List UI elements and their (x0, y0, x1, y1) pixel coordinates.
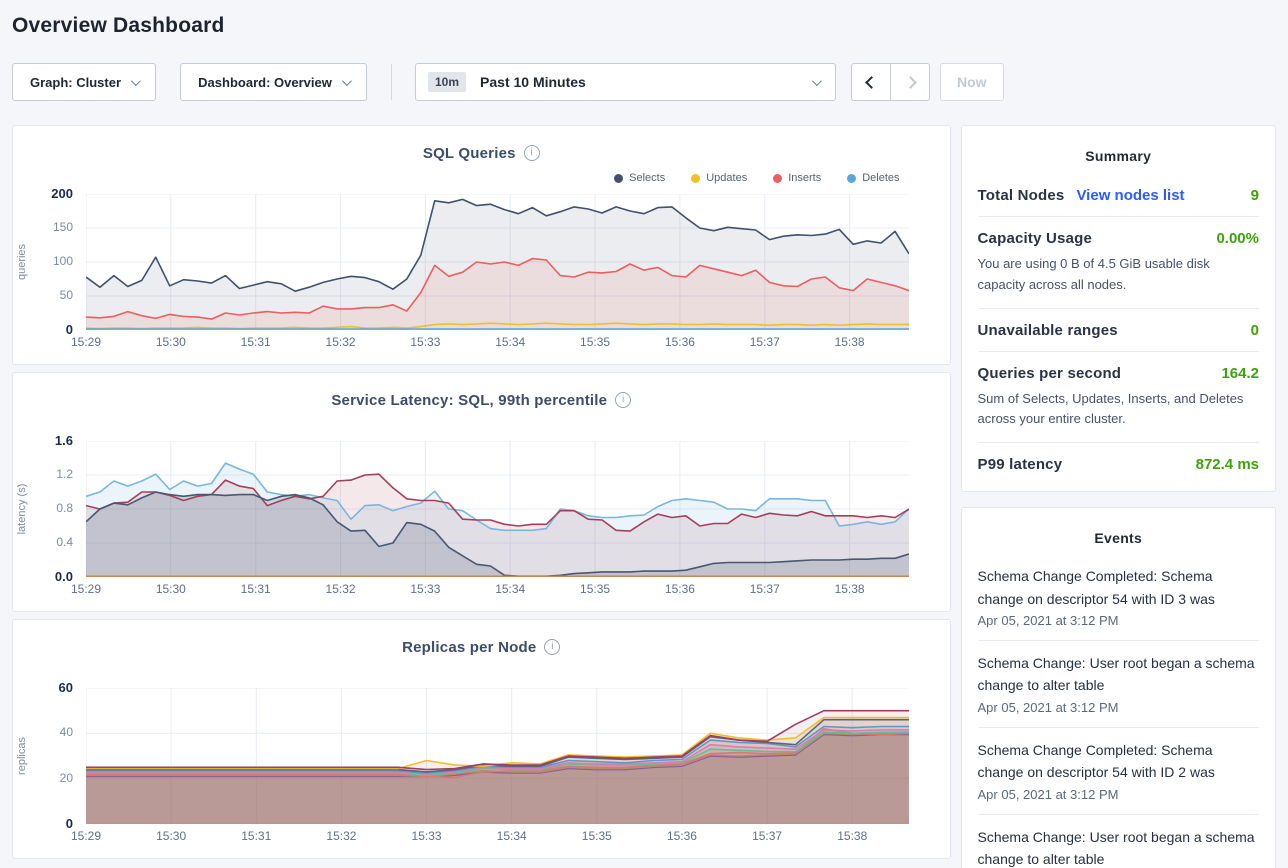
chevron-down-icon (811, 75, 822, 86)
time-back-button[interactable] (851, 63, 891, 101)
graph-dropdown[interactable]: Graph: Cluster (12, 63, 156, 101)
summary-row-total-nodes: Total Nodes View nodes list 9 (978, 174, 1259, 216)
time-range-picker[interactable]: 10m Past 10 Minutes (415, 63, 836, 101)
y-axis-unit: queries (16, 243, 28, 281)
legend-dot (614, 173, 624, 183)
info-icon[interactable]: i (544, 639, 561, 655)
replicas-per-node-plot[interactable]: replicas 0 20 40 60 15:29 15:30 15:31 15:32 15:… (16, 680, 909, 843)
event-text: Schema Change Completed: Schema change o… (977, 568, 1215, 607)
summary-row-p99-latency: P99 latency 872.4 ms (978, 443, 1259, 485)
chart-title: Replicas per Node (402, 638, 537, 656)
capacity-label: Capacity Usage (977, 230, 1093, 247)
divider (977, 216, 1259, 217)
y-axis-labels: 0 20 40 60 (58, 680, 73, 831)
legend-item-deletes: Deletes (847, 170, 900, 186)
event-text: Schema Change: User root began a schema … (977, 828, 1255, 867)
legend-label: Updates (706, 172, 748, 184)
capacity-value: 0.00% (1216, 230, 1259, 247)
legend-label: Selects (629, 172, 666, 184)
summary-row-capacity: Capacity Usage 0.00% You are using 0 B o… (978, 217, 1259, 308)
legend-item-inserts: Inserts (773, 170, 821, 186)
charts-column: SQL Queries i Selects Updates Inserts De… (12, 125, 951, 859)
legend-item-selects: Selects (614, 170, 665, 186)
event-item: Schema Change Completed: Schema change o… (962, 728, 1275, 814)
graph-dropdown-label: Graph: Cluster (29, 74, 121, 90)
replicas-per-node-chart (86, 688, 909, 824)
info-icon[interactable]: i (615, 392, 632, 408)
time-range-label: Past 10 Minutes (480, 74, 586, 90)
divider (977, 726, 1259, 728)
divider (977, 350, 1259, 352)
legend-label: Inserts (788, 172, 822, 184)
view-nodes-list-link[interactable]: View nodes list (1076, 187, 1185, 204)
sql-queries-plot[interactable]: queries 0 50 100 150 200 15:29 15:30 15:31 15:3… (16, 186, 909, 349)
time-forward-button[interactable] (890, 63, 930, 101)
chevron-right-icon (903, 75, 917, 89)
event-timestamp: Apr 05, 2021 at 3:12 PM (977, 786, 1119, 802)
divider (977, 442, 1259, 444)
chart-title-row: Service Latency: SQL, 99th percentile i (13, 388, 950, 412)
divider (977, 307, 1259, 309)
summary-row-qps: Queries per second 164.2 Sum of Selects,… (978, 352, 1259, 443)
events-panel: Events Schema Change Completed: Schema c… (960, 507, 1276, 868)
chart-card-replicas-per-node: Replicas per Node i replicas 0 20 40 60 15:… (12, 619, 951, 859)
service-latency-chart (86, 441, 909, 577)
capacity-description: You are using 0 B of 4.5 GiB usable disk… (977, 256, 1210, 292)
summary-title: Summary (1085, 148, 1152, 164)
qps-label: Queries per second (977, 364, 1122, 382)
chart-title: Service Latency: SQL, 99th percentile (331, 391, 608, 409)
main-content: SQL Queries i Selects Updates Inserts De… (12, 125, 1276, 868)
event-item: Schema Change Completed: Schema change o… (962, 554, 1275, 640)
p99-latency-value: 872.4 ms (1195, 456, 1259, 474)
chevron-down-icon (130, 75, 141, 86)
time-range-badge: 10m (428, 72, 467, 92)
event-text: Schema Change: User root began a schema … (977, 654, 1255, 694)
y-axis-labels: 0 50 100 150 200 (51, 186, 73, 337)
chevron-down-icon (341, 75, 352, 86)
page-title: Overview Dashboard (12, 14, 225, 37)
y-axis-unit: latency (s) (16, 483, 28, 535)
events-title: Events (1094, 530, 1143, 547)
toolbar-divider (391, 64, 392, 100)
legend-dot (773, 173, 783, 183)
event-item: Schema Change: User root began a schema … (962, 815, 1275, 868)
dashboard-dropdown[interactable]: Dashboard: Overview (180, 63, 367, 101)
sql-queries-chart (86, 194, 909, 330)
divider (977, 639, 1259, 641)
event-item: Schema Change: User root began a schema … (962, 641, 1275, 727)
divider (977, 813, 1259, 815)
dashboard-dropdown-label: Dashboard: Overview (198, 74, 332, 90)
info-icon[interactable]: i (523, 145, 540, 161)
summary-panel: Summary Total Nodes View nodes list 9 Ca… (960, 125, 1276, 493)
service-latency-plot[interactable]: latency (s) 0.0 0.4 0.8 1.2 1.6 15:29 15:30 15… (16, 433, 909, 596)
legend-dot (847, 173, 857, 183)
event-text: Schema Change Completed: Schema change o… (977, 741, 1215, 781)
event-timestamp: Apr 05, 2021 at 3:12 PM (977, 612, 1119, 628)
legend-item-updates: Updates (691, 170, 747, 186)
unavailable-ranges-value: 0 (1250, 321, 1259, 339)
y-axis-labels: 0.0 0.4 0.8 1.2 1.6 (54, 433, 73, 584)
chart-card-sql-queries: SQL Queries i Selects Updates Inserts De… (12, 125, 951, 365)
total-nodes-label: Total Nodes (977, 187, 1065, 204)
event-timestamp: Apr 05, 2021 at 3:12 PM (977, 699, 1119, 715)
now-button[interactable]: Now (940, 63, 1004, 101)
chart-legend: Selects Updates Inserts Deletes (13, 170, 900, 186)
chart-title: SQL Queries (422, 144, 516, 162)
chevron-left-icon (864, 75, 878, 89)
toolbar: Graph: Cluster Dashboard: Overview 10m P… (12, 63, 1276, 101)
total-nodes-value: 9 (1250, 187, 1259, 204)
chart-title-row: Replicas per Node i (13, 635, 950, 659)
legend-label: Deletes (862, 172, 900, 184)
chart-card-service-latency: Service Latency: SQL, 99th percentile i … (12, 372, 951, 612)
summary-row-unavailable-ranges: Unavailable ranges 0 (978, 309, 1259, 351)
unavailable-ranges-label: Unavailable ranges (977, 321, 1118, 339)
qps-value: 164.2 (1221, 364, 1259, 382)
p99-latency-label: P99 latency (977, 456, 1063, 474)
qps-description: Sum of Selects, Updates, Inserts, and De… (977, 390, 1244, 427)
chart-title-row: SQL Queries i (13, 141, 950, 165)
time-nav-group (851, 63, 930, 101)
legend-dot (691, 173, 701, 183)
y-axis-unit: replicas (16, 737, 28, 775)
sidebar: Summary Total Nodes View nodes list 9 Ca… (960, 125, 1276, 868)
